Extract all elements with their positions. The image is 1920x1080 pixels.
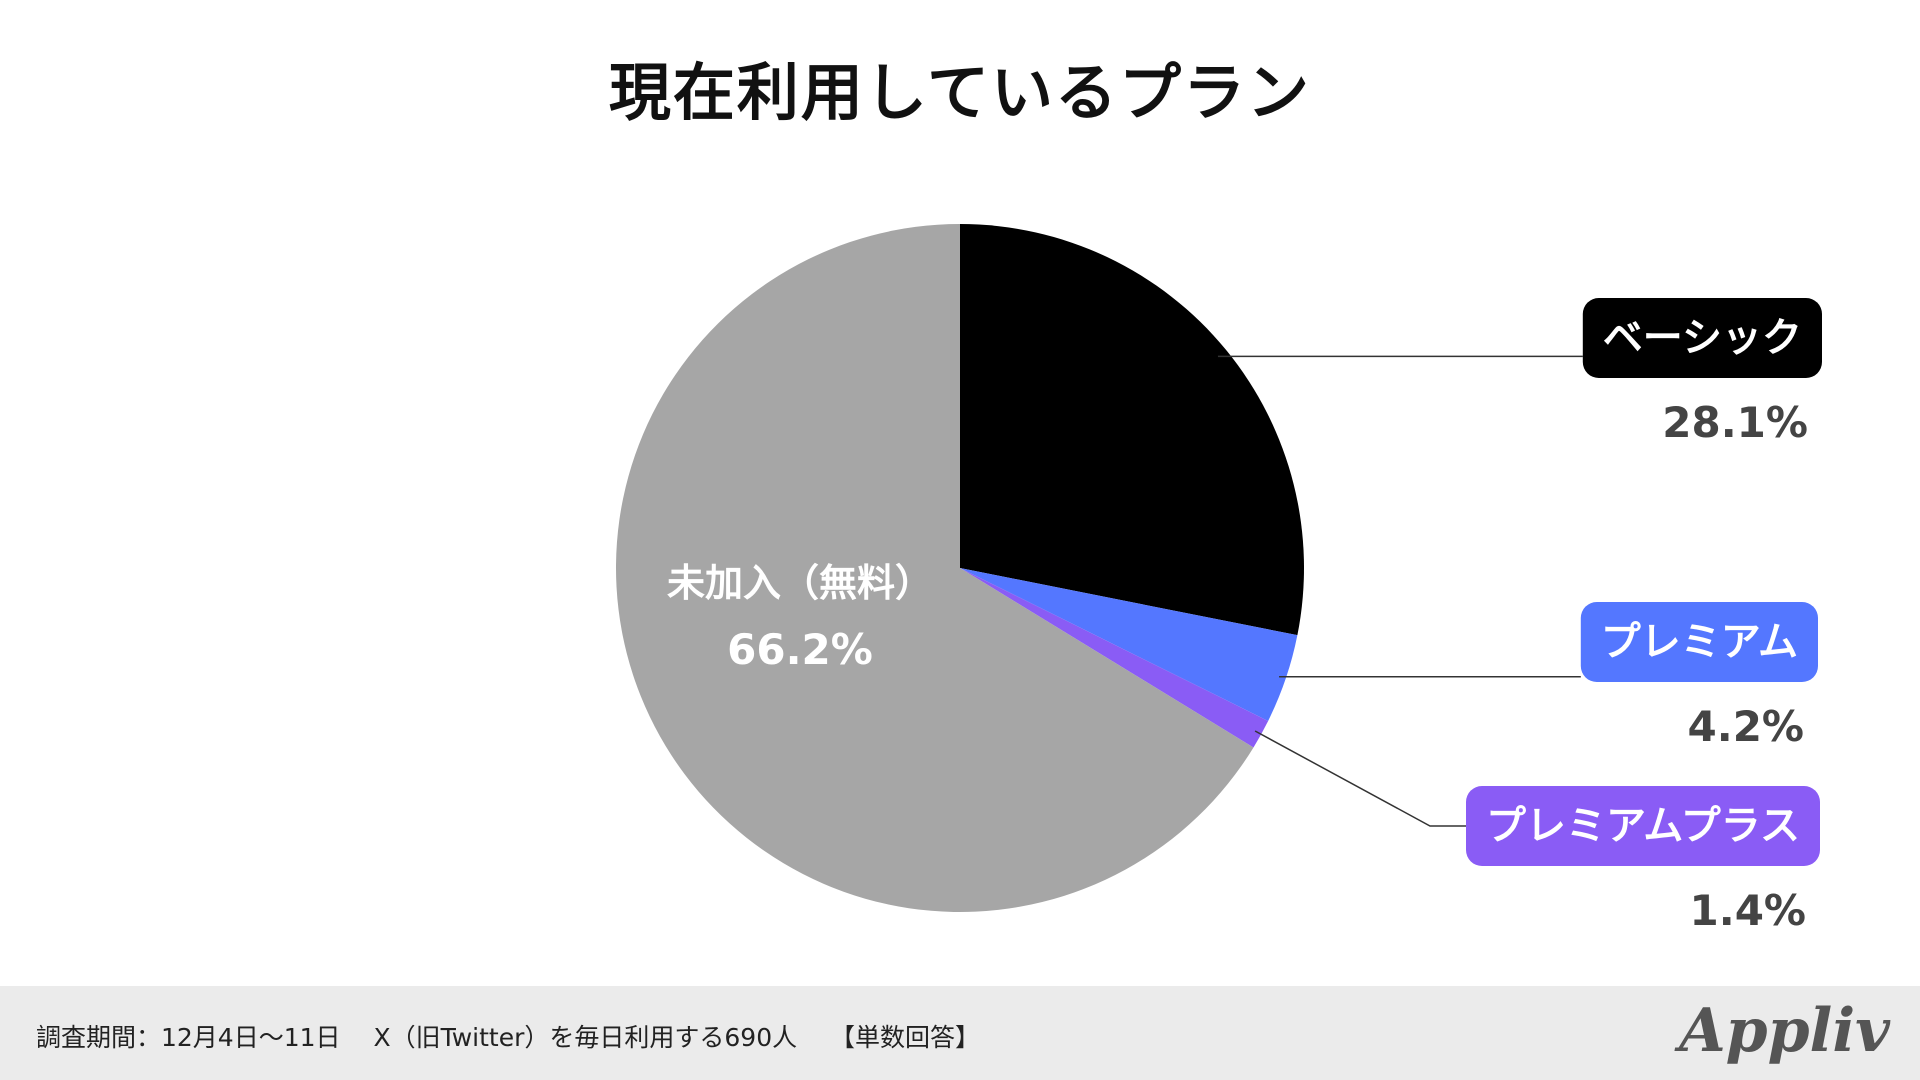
slice-labels: ベーシック 28.1% プレミアム 4.2% プレミアムプラス 1.4% 未加入（無料） 66… — [667, 298, 1822, 935]
slice-2-value: 4.2% — [1688, 702, 1804, 751]
slice-4-wedge — [615, 224, 1254, 913]
slice-3-wedge — [960, 568, 1269, 748]
slice-1-value: 28.1% — [1662, 398, 1808, 447]
slice-2-label-badge — [1580, 602, 1818, 682]
footer-bar: 調査期間：12月4日〜11日 X（旧Twitter）を毎日利用する690人 【単… — [0, 986, 1920, 1080]
slice-4-label: 未加入（無料） — [667, 561, 933, 605]
leader-lines — [1217, 355, 1583, 827]
survey-note: 調査期間：12月4日〜11日 X（旧Twitter）を毎日利用する690人 【単… — [36, 1023, 981, 1052]
slice-2-label: プレミアム — [1601, 619, 1798, 665]
slice-1-label-badge — [1582, 298, 1822, 378]
slice-1-wedge — [960, 224, 1305, 636]
chart-title: 現在利用しているプラン — [608, 56, 1312, 129]
appliv-logo: Appliv — [1679, 996, 1890, 1066]
slice-3-value: 1.4% — [1690, 886, 1806, 935]
slice-3-label: プレミアムプラス — [1486, 803, 1800, 849]
slice-2-wedge — [960, 568, 1298, 721]
pie-chart: ベーシック 28.1% プレミアム 4.2% プレミアムプラス 1.4% 未加入（無料） 66… — [615, 224, 1822, 935]
slice-4-value: 66.2% — [727, 625, 873, 674]
slice-3-label-badge — [1466, 786, 1820, 866]
pie-slices — [615, 224, 1305, 913]
slice-3-leader-line — [1254, 730, 1466, 827]
slice-1-label: ベーシック — [1603, 315, 1802, 361]
